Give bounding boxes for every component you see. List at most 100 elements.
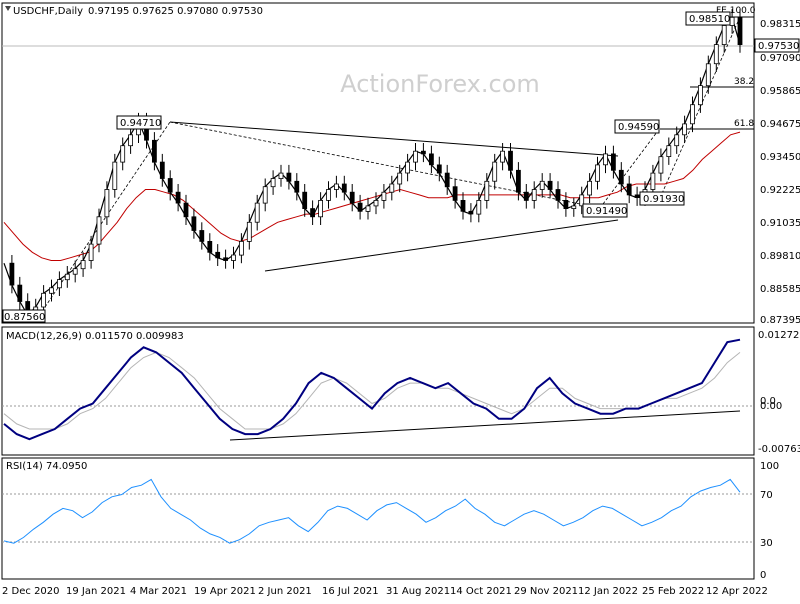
symbol-label: USDCHF,Daily (13, 6, 83, 17)
candle-body (452, 186, 458, 201)
candle-body (270, 178, 276, 188)
candle-body (64, 273, 70, 281)
candle-body (476, 199, 482, 215)
candle-body (436, 164, 442, 174)
price-annotations: 0.87560 0.94710 0.94590 0.91490 0.91930 … (2, 11, 731, 323)
candle-body (175, 191, 181, 204)
candle-body (563, 199, 569, 209)
annotation-high2: 0.94590 (618, 122, 659, 133)
rsi-line (3, 478, 741, 544)
candle-body (357, 202, 363, 212)
fib-100-label: FE 100.0 (716, 6, 756, 16)
candle-body (666, 145, 672, 157)
candle-body (405, 161, 411, 174)
candle-body (96, 216, 102, 245)
candle-body (428, 153, 434, 166)
annotation-box-low2 (582, 203, 628, 218)
candle-body (674, 134, 680, 147)
candle-body (88, 243, 94, 261)
candle-body (207, 240, 213, 253)
x-tick-label: 14 Oct 2021 (450, 586, 512, 597)
candle-body (9, 262, 15, 286)
macd-y-axis: 0.012725 0.0 0.00 -0.007639 (758, 330, 800, 455)
macd-tick: -0.007639 (758, 444, 800, 455)
candle-body (539, 180, 545, 190)
candle-body (682, 123, 687, 136)
y-tick-label: 0.95865 (760, 86, 800, 97)
candle-body (389, 183, 395, 193)
candle-body (611, 153, 616, 171)
candle-body (650, 172, 656, 190)
y-tick-label: 0.98315 (760, 19, 800, 30)
price-series-line (3, 16, 741, 317)
macd-tick: 0.00 (760, 401, 782, 412)
lower-trendline (264, 219, 619, 272)
candle-body (705, 63, 711, 87)
annotation-low2: 0.91490 (586, 206, 627, 217)
candle-body (603, 153, 608, 166)
candle-body (373, 199, 379, 207)
candle-body (120, 145, 126, 163)
fib-618-label: 61.8 (734, 119, 754, 129)
candle-body (246, 221, 252, 242)
rsi-tick: 70 (760, 490, 773, 501)
candle-body (17, 284, 23, 302)
annotation-box-high1 (116, 115, 162, 130)
candle-body (508, 150, 513, 171)
candle-body (579, 194, 585, 207)
collapse-arrow-icon (5, 6, 11, 11)
y-tick-label: 0.91035 (760, 218, 800, 229)
candle-body (397, 172, 403, 185)
candle-body (128, 134, 134, 147)
candle-body (254, 202, 260, 223)
candle-body (151, 139, 157, 163)
macd-tick: 0.0 (760, 396, 776, 407)
candle-body (492, 161, 498, 182)
annotation-box-low (2, 309, 46, 323)
last-price-label: 0.97530 (758, 41, 799, 52)
candle-body (618, 169, 624, 185)
candle-body (199, 230, 205, 242)
rsi-panel-border (1, 457, 755, 580)
moving-average-line (3, 131, 741, 261)
target-projection-line (659, 16, 741, 199)
rsi-tick: 0 (760, 570, 766, 581)
rsi-y-axis: 100 70 30 0 (760, 461, 779, 581)
last-price-box (754, 38, 800, 53)
last-price-marker: 0.97530 (2, 38, 800, 53)
candle-body (468, 210, 474, 215)
macd-tick: 0.012725 (758, 330, 800, 341)
candle-body (571, 205, 577, 209)
candle-body (634, 194, 640, 198)
candle-body (41, 292, 46, 308)
candle-body (57, 279, 62, 289)
candle-body (104, 189, 110, 218)
y-tick-label: 0.89810 (760, 251, 800, 262)
candle-body (690, 104, 695, 125)
candle-body (112, 161, 118, 190)
candle-body (349, 191, 355, 204)
annotation-box-peak (685, 11, 731, 26)
annotation-box-high2 (614, 119, 660, 134)
watermark-text: ActionForex.com (340, 70, 540, 98)
fib-382-label: 38.2 (734, 77, 754, 87)
price-panel-border (1, 2, 755, 324)
annotation-peak: 0.98510 (689, 14, 730, 25)
x-tick-label: 2 Dec 2020 (2, 586, 60, 597)
candle-body (658, 156, 664, 174)
macd-title: MACD(12,26,9) 0.011570 0.009983 (6, 331, 184, 342)
candle-body (215, 251, 221, 259)
candle-body (721, 25, 727, 46)
candle-body (381, 191, 387, 201)
candle-body (159, 161, 165, 179)
x-tick-label: 12 Apr 2022 (706, 586, 768, 597)
x-tick-label: 25 Feb 2022 (642, 586, 704, 597)
macd-main-line (3, 338, 741, 441)
candle-body (326, 189, 331, 201)
candle-body (231, 254, 236, 261)
candle-body (420, 150, 426, 155)
candle-body (310, 208, 316, 218)
annotation-high1: 0.94710 (120, 118, 161, 129)
candle-body (587, 180, 592, 196)
